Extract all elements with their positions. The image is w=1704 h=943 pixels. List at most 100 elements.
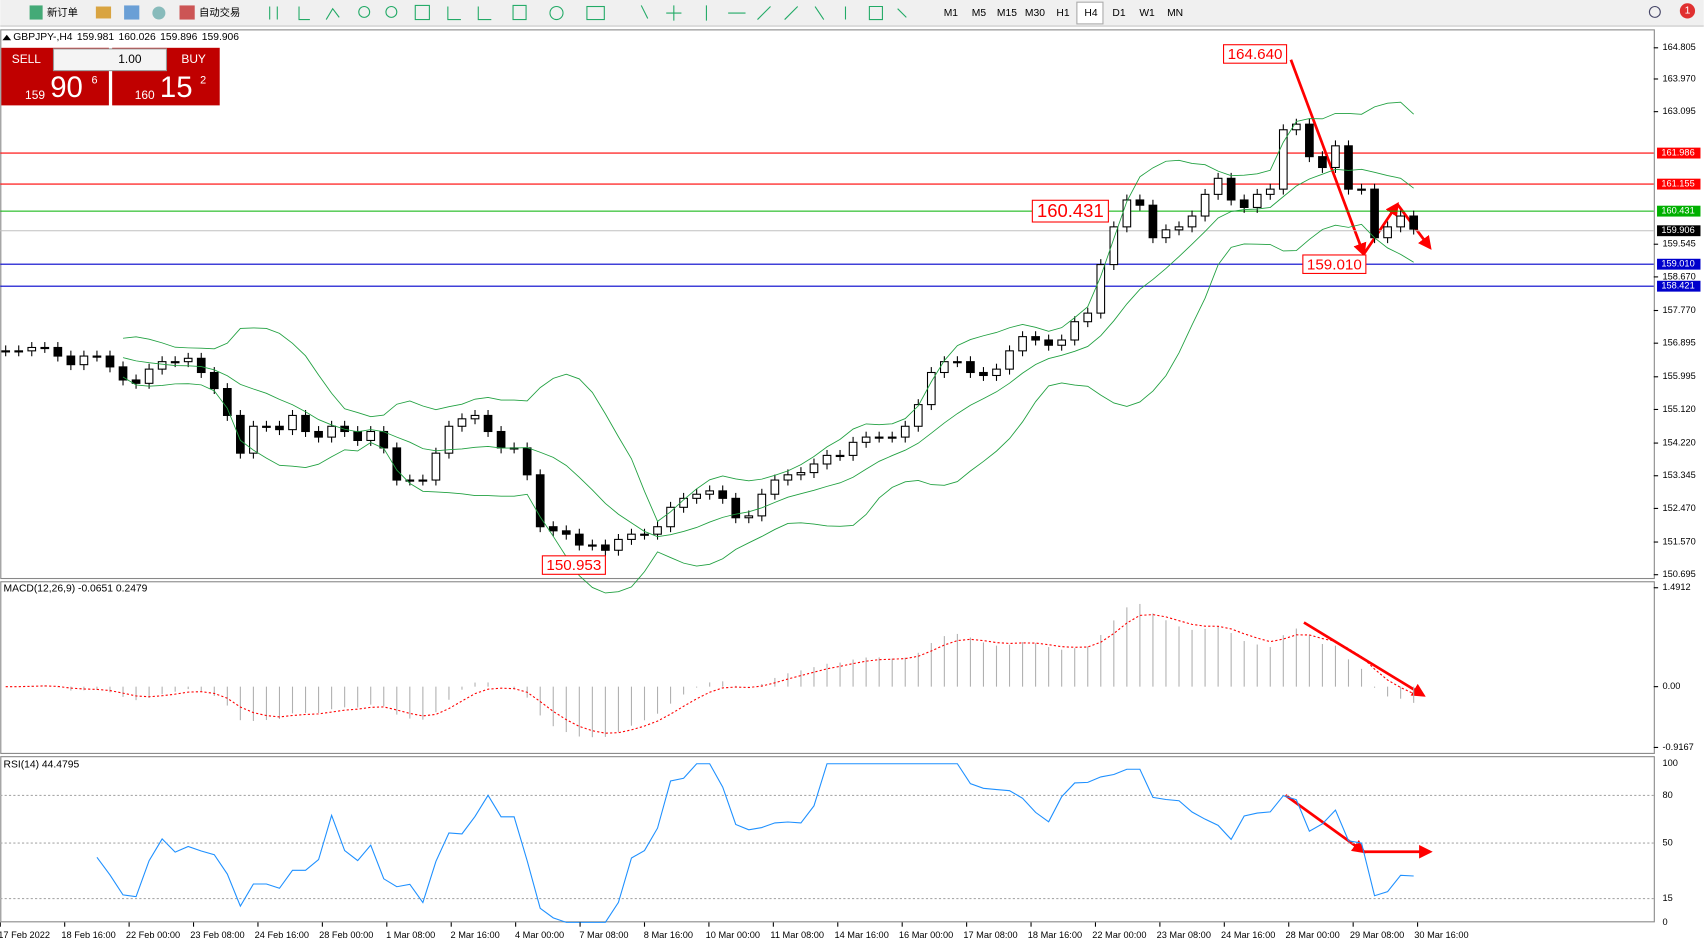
candle bbox=[1239, 199, 1249, 208]
candle bbox=[288, 414, 297, 431]
candle bbox=[196, 357, 206, 374]
candle bbox=[431, 452, 441, 481]
level-tag bbox=[1657, 258, 1701, 270]
timeframe-button[interactable]: M30 bbox=[1025, 8, 1045, 19]
candle bbox=[496, 430, 506, 449]
y-tick-label: 1.4912 bbox=[1662, 582, 1690, 592]
collapse-icon[interactable] bbox=[2, 34, 12, 41]
candle bbox=[209, 371, 219, 390]
icon[interactable] bbox=[152, 6, 166, 20]
annotation-box bbox=[1223, 44, 1288, 64]
level-label: 158.421 bbox=[1661, 281, 1694, 291]
level-tag bbox=[1657, 178, 1701, 190]
x-tick-label: 16 Mar 00:00 bbox=[899, 930, 953, 940]
buy-label: BUY bbox=[181, 52, 206, 66]
x-tick-label: 8 Mar 16:00 bbox=[644, 930, 693, 940]
candle bbox=[1344, 145, 1353, 190]
candle bbox=[1070, 321, 1080, 341]
annotation-box bbox=[541, 555, 606, 575]
x-tick-label: 1 Mar 08:00 bbox=[386, 930, 435, 940]
candle bbox=[1409, 215, 1419, 230]
search-icon[interactable] bbox=[1648, 5, 1661, 18]
candle bbox=[1213, 177, 1223, 195]
x-tick-label: 23 Feb 08:00 bbox=[190, 930, 244, 940]
candle bbox=[796, 472, 806, 476]
auto-trading-button[interactable]: 自动交易 bbox=[199, 6, 240, 19]
icon[interactable] bbox=[95, 6, 112, 19]
candle bbox=[366, 430, 376, 442]
tool-icons[interactable] bbox=[269, 4, 907, 21]
x-tick-label: 22 Mar 00:00 bbox=[1092, 930, 1146, 940]
y-tick-label: 0.00 bbox=[1662, 681, 1680, 691]
timeframe-button[interactable]: M15 bbox=[997, 8, 1017, 19]
candle bbox=[79, 355, 89, 366]
y-tick-label: 159.545 bbox=[1662, 239, 1695, 249]
symbol-header: GBPJPY-,H4 159.981 160.026 159.896 159.906 bbox=[13, 32, 239, 43]
x-tick-label: 24 Mar 16:00 bbox=[1221, 930, 1275, 940]
new-order-button[interactable]: 新订单 bbox=[47, 6, 78, 19]
candle bbox=[627, 533, 636, 540]
candle bbox=[953, 361, 962, 364]
candle bbox=[327, 425, 336, 438]
y-tick-label: 50 bbox=[1662, 837, 1672, 847]
candle bbox=[718, 490, 728, 499]
candle bbox=[170, 361, 180, 364]
icon[interactable] bbox=[124, 5, 140, 20]
candle bbox=[1174, 226, 1184, 231]
y-tick-label: 157.770 bbox=[1662, 305, 1695, 315]
notification-badge[interactable] bbox=[1679, 3, 1696, 19]
candle bbox=[1083, 312, 1093, 323]
candle bbox=[1357, 188, 1366, 191]
header-field: 160.026 bbox=[119, 32, 157, 43]
candle bbox=[1005, 350, 1014, 370]
rsi-line bbox=[96, 763, 1414, 923]
level-label: 161.986 bbox=[1661, 148, 1694, 158]
new-order-icon[interactable] bbox=[29, 5, 43, 20]
lot-box[interactable] bbox=[52, 48, 168, 72]
candle bbox=[574, 533, 584, 546]
candle bbox=[92, 355, 102, 358]
y-tick-label: 153.345 bbox=[1662, 470, 1695, 480]
timeframe-button[interactable]: W1 bbox=[1139, 8, 1155, 19]
candle bbox=[1109, 226, 1119, 266]
timeframe-button[interactable]: H1 bbox=[1056, 8, 1069, 19]
candle bbox=[144, 368, 154, 384]
candle bbox=[483, 414, 493, 433]
y-tick-label: 15 bbox=[1662, 893, 1672, 903]
x-tick-label: 28 Feb 00:00 bbox=[319, 930, 373, 940]
candle bbox=[14, 350, 24, 353]
level-tag bbox=[1657, 147, 1701, 159]
candle bbox=[1, 350, 11, 353]
candle bbox=[887, 436, 897, 439]
x-tick-label: 7 Mar 08:00 bbox=[579, 930, 628, 940]
x-tick-label: 22 Feb 00:00 bbox=[126, 930, 180, 940]
candle bbox=[783, 474, 793, 481]
candle bbox=[835, 454, 845, 458]
candle bbox=[379, 430, 389, 449]
timeframe-button[interactable]: M1 bbox=[944, 8, 959, 19]
timeframe-button[interactable]: H4 bbox=[1084, 8, 1097, 19]
candle bbox=[1148, 204, 1158, 239]
candle bbox=[744, 515, 754, 519]
timeframe-button[interactable]: MN bbox=[1167, 8, 1183, 19]
auto-trading-icon[interactable] bbox=[179, 5, 195, 20]
bollinger-band bbox=[122, 101, 1414, 523]
price-panel bbox=[0, 29, 1655, 580]
timeframe-button[interactable]: D1 bbox=[1112, 8, 1125, 19]
y-tick-label: 156.895 bbox=[1662, 338, 1695, 348]
x-tick-label: 18 Mar 16:00 bbox=[1028, 930, 1082, 940]
y-tick-label: 80 bbox=[1662, 790, 1672, 800]
x-tick-label: 17 Feb 2022 bbox=[0, 930, 50, 940]
x-tick-label: 29 Mar 08:00 bbox=[1350, 930, 1404, 940]
candle bbox=[1383, 226, 1392, 239]
header-field: 159.981 bbox=[77, 32, 115, 43]
candle bbox=[249, 425, 258, 454]
candle bbox=[1396, 215, 1405, 228]
timeframe-button[interactable]: M5 bbox=[972, 8, 987, 19]
x-tick-label: 28 Mar 00:00 bbox=[1285, 930, 1339, 940]
candle bbox=[457, 418, 467, 427]
candle bbox=[731, 497, 741, 519]
candle bbox=[535, 474, 545, 528]
candle bbox=[966, 361, 975, 374]
x-tick-label: 23 Mar 08:00 bbox=[1157, 930, 1211, 940]
